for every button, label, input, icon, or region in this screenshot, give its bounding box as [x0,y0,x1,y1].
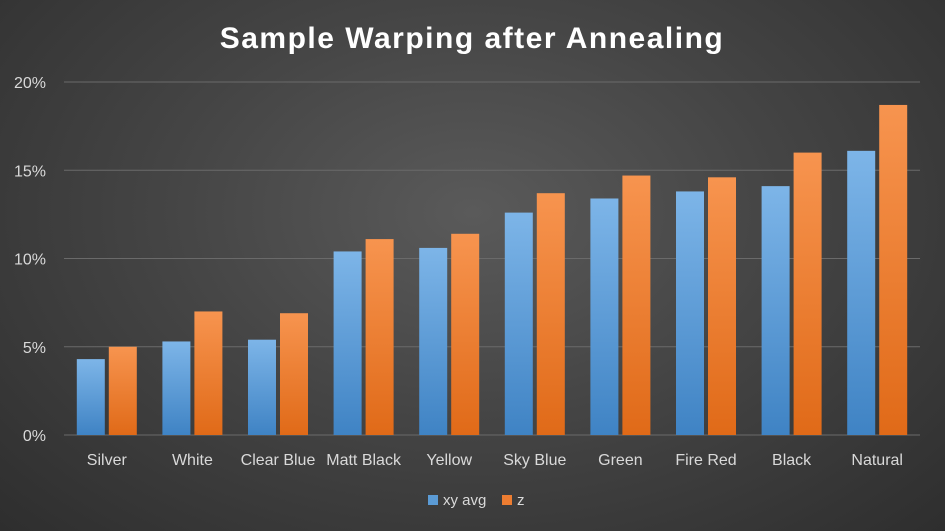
bar-xy-avg-black [761,186,790,435]
bar-xy-avg-natural [847,150,876,435]
x-tick-label: Sky Blue [503,452,566,469]
x-tick-label: Matt Black [326,452,402,469]
chart-title: Sample Warping after Annealing [220,22,725,55]
legend-label: z [517,492,525,509]
bar-z-yellow [451,233,480,435]
gridlines [64,81,920,436]
bar-z-black [793,152,822,435]
legend: xy avg z [428,492,525,509]
bar-xy-avg-white [162,341,191,435]
x-tick-label: White [172,452,213,469]
y-tick-label: 5% [23,340,46,357]
bar-xy-avg-fire-red [676,191,704,435]
x-tick-label: Clear Blue [241,452,316,469]
x-tick-label: Green [598,452,642,469]
bar-xy-avg-clear-blue [248,339,276,435]
legend-swatch-0 [428,495,438,505]
x-tick-label: Fire Red [675,452,736,469]
bar-z-white [194,311,223,435]
legend-label: xy avg [443,492,486,509]
bar-z-sky-blue [536,193,565,435]
bar-xy-avg-yellow [419,247,448,435]
bars [76,104,908,436]
bar-xy-avg-sky-blue [504,212,533,435]
legend-swatch-1 [502,495,512,505]
y-tick-label: 20% [14,75,46,92]
bar-z-fire-red [708,177,736,435]
bar-z-green [622,175,651,436]
bar-z-matt-black [365,239,394,435]
bar-xy-avg-green [590,198,619,435]
x-tick-label: Yellow [426,452,472,469]
y-tick-label: 15% [14,163,46,180]
x-tick-label: Black [772,452,812,469]
x-tick-label: Silver [87,452,128,469]
y-axis: 0% 5% 10% 15% 20% [14,75,46,445]
x-tick-label: Natural [851,452,903,469]
y-tick-label: 10% [14,252,46,269]
y-tick-label: 0% [23,428,46,445]
x-axis: Silver White Clear Blue Matt Black Yellow Sky… [87,452,903,469]
bar-z-natural [879,104,908,435]
bar-z-silver [108,346,137,435]
bar-z-clear-blue [280,313,308,435]
bar-xy-avg-silver [76,359,105,435]
bar-xy-avg-matt-black [333,251,362,435]
